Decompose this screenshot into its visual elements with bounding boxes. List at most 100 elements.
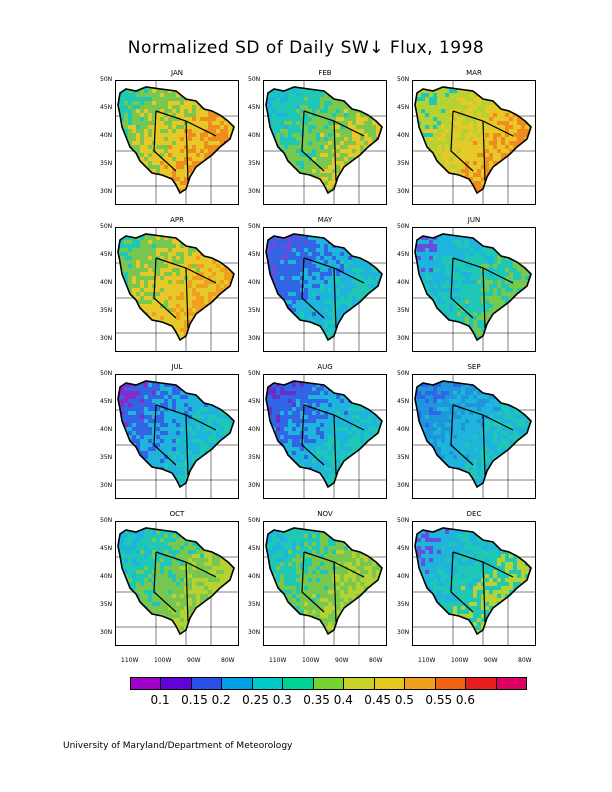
latitude-label: 40N xyxy=(248,573,261,580)
colorbar-swatch xyxy=(405,678,436,689)
colorbar-tick-label: 0.6 xyxy=(455,693,476,707)
latitude-label: 30N xyxy=(100,629,113,636)
colorbar-swatch xyxy=(313,678,345,689)
latitude-label: 40N xyxy=(100,573,113,580)
latitude-label: 35N xyxy=(248,160,261,167)
latitude-label: 40N xyxy=(248,426,261,433)
latitude-label: 40N xyxy=(248,279,261,286)
latitude-label: 45N xyxy=(100,251,113,258)
colorbar-swatch xyxy=(161,678,192,689)
latitude-label: 35N xyxy=(397,307,410,314)
basin-outline xyxy=(117,527,235,636)
colorbar-tick-label: 0.15 xyxy=(181,693,208,707)
panel-month-label: APR xyxy=(170,216,184,224)
panel-month-label: DEC xyxy=(466,510,482,518)
latitude-label: 50N xyxy=(100,223,113,230)
latitude-label: 35N xyxy=(100,454,113,461)
longitude-label: 90W xyxy=(484,657,498,664)
map-panel-may: MAY 50N 45N 40N 35N 30N xyxy=(248,216,387,352)
latitude-label: 30N xyxy=(100,335,113,342)
latitude-label: 50N xyxy=(248,370,261,377)
panel-month-label: MAR xyxy=(466,69,482,77)
latitude-label: 40N xyxy=(397,132,410,139)
map-panel-aug: AUG 50N 45N 40N 35N 30N xyxy=(248,363,387,499)
subbasin-outline xyxy=(450,404,514,476)
map-panel-sep: SEP 50N 45N 40N 35N 30N xyxy=(397,363,536,499)
latitude-label: 40N xyxy=(397,573,410,580)
longitude-label: 90W xyxy=(335,657,349,664)
colorbar-tick-label: 0.3 xyxy=(272,693,292,707)
basin-map xyxy=(264,375,386,498)
latitude-label: 35N xyxy=(248,601,261,608)
map-panel-jul: JUL 50N 45N 40N 35N 30N xyxy=(100,363,239,499)
latitude-label: 50N xyxy=(397,370,410,377)
map-panel-nov: NOV 50N 45N 40N 35N 30N xyxy=(248,510,387,646)
subbasin-outline xyxy=(301,551,365,623)
panel-month-label: JUN xyxy=(467,216,481,224)
map-frame xyxy=(263,521,387,646)
colorbar-swatch xyxy=(283,678,314,689)
colorbar-tick-label: 0.4 xyxy=(333,693,353,707)
latitude-label: 30N xyxy=(248,335,261,342)
basin-map xyxy=(413,375,535,498)
latitude-label: 30N xyxy=(248,629,261,636)
latitude-label: 35N xyxy=(100,307,113,314)
longitude-label: 80W xyxy=(369,657,383,664)
latitude-label: 30N xyxy=(248,188,261,195)
basin-outline xyxy=(414,527,532,636)
map-frame xyxy=(412,80,536,205)
subbasin-outline xyxy=(153,110,217,182)
panel-month-label: OCT xyxy=(169,510,185,518)
map-frame xyxy=(115,374,239,499)
map-frame xyxy=(263,80,387,205)
basin-map xyxy=(116,228,238,351)
latitude-label: 50N xyxy=(100,517,113,524)
latitude-label: 35N xyxy=(397,601,410,608)
map-panel-mar: MAR 50N 45N 40N 35N 30N xyxy=(397,69,536,205)
latitude-label: 50N xyxy=(100,370,113,377)
basin-outline xyxy=(414,380,532,489)
subbasin-outline xyxy=(301,257,365,329)
colorbar-swatch xyxy=(344,678,375,689)
colorbar-tick-label: 0.55 xyxy=(425,693,453,707)
longitude-label: 80W xyxy=(221,657,235,664)
longitude-label: 90W xyxy=(187,657,201,664)
latitude-label: 30N xyxy=(100,482,113,489)
colorbar-tick-label: 0.2 xyxy=(211,693,231,707)
latitude-label: 40N xyxy=(248,132,261,139)
colorbar-tick-label: 0.1 xyxy=(150,693,170,707)
panel-month-label: SEP xyxy=(467,363,481,371)
latitude-label: 45N xyxy=(100,398,113,405)
basin-map xyxy=(116,375,238,498)
subbasin-outline xyxy=(153,551,217,623)
basin-map xyxy=(116,81,238,204)
basin-outline xyxy=(414,86,532,195)
map-panel-jun: JUN 50N 45N 40N 35N 30N xyxy=(397,216,536,352)
basin-outline xyxy=(265,233,383,342)
latitude-label: 35N xyxy=(100,601,113,608)
basin-map xyxy=(264,228,386,351)
map-panel-apr: APR 50N 45N 40N 35N 30N xyxy=(100,216,239,352)
latitude-label: 50N xyxy=(248,517,261,524)
map-frame xyxy=(412,227,536,352)
map-frame xyxy=(412,374,536,499)
latitude-label: 40N xyxy=(100,426,113,433)
colorbar-tick-label: 0.35 xyxy=(303,693,330,707)
latitude-label: 45N xyxy=(248,545,261,552)
latitude-label: 30N xyxy=(397,482,410,489)
colorbar-swatch xyxy=(252,678,284,689)
map-panel-dec: DEC 50N 45N 40N 35N 30N xyxy=(397,510,536,646)
colorbar-swatch xyxy=(466,678,497,689)
basin-outline xyxy=(265,86,383,195)
latitude-label: 45N xyxy=(100,104,113,111)
latitude-label: 50N xyxy=(397,517,410,524)
longitude-label: 110W xyxy=(269,657,287,664)
latitude-label: 35N xyxy=(397,160,410,167)
subbasin-outline xyxy=(153,257,217,329)
subbasin-outline xyxy=(450,257,514,329)
latitude-label: 30N xyxy=(397,188,410,195)
map-panel-feb: FEB 50N 45N 40N 35N 30N xyxy=(248,69,387,205)
latitude-label: 35N xyxy=(397,454,410,461)
subbasin-outline xyxy=(450,110,514,182)
subbasin-outline xyxy=(153,404,217,476)
